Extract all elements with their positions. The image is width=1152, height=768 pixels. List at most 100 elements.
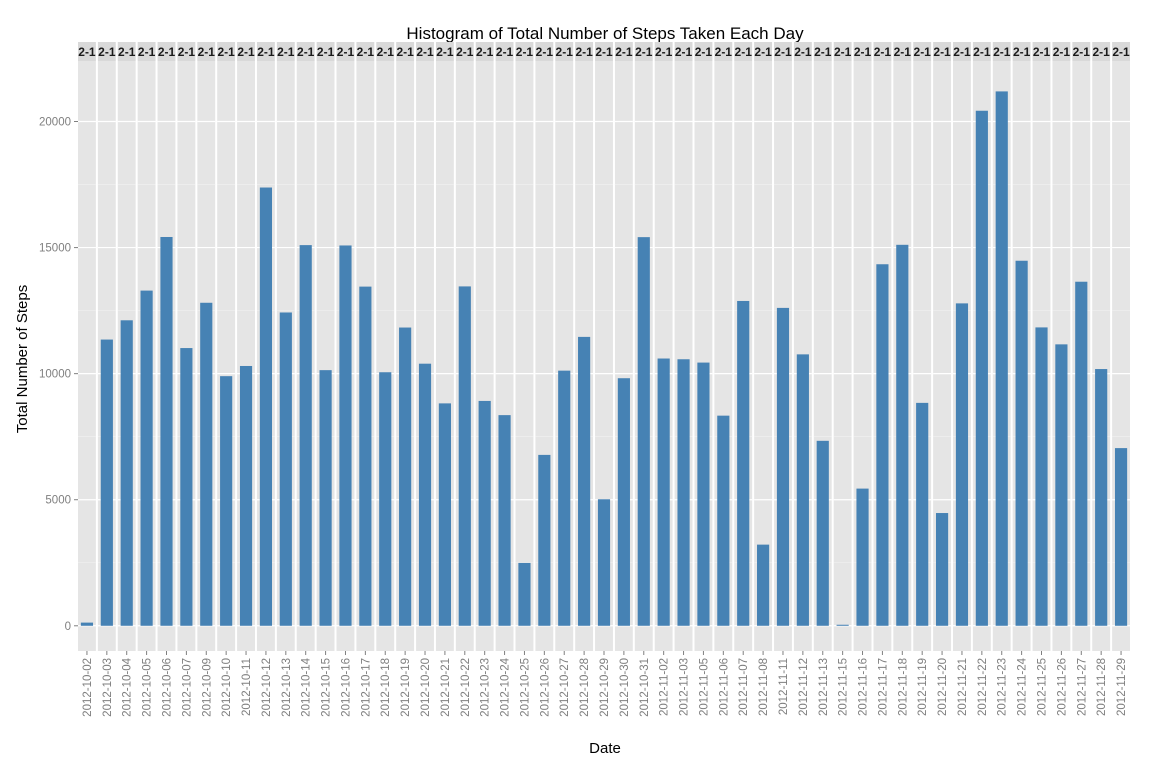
x-tick-label: 2012-10-26 [539, 658, 551, 717]
x-tick-label: 2012-10-17 [360, 658, 372, 717]
y-tick-label: 10000 [39, 369, 71, 381]
bar-2012-10-16 [339, 245, 352, 626]
x-tick-label: 2012-10-23 [480, 658, 492, 717]
facet-strip [475, 42, 494, 61]
facet-strip [515, 42, 534, 61]
facet-strip-label: 2-1 [953, 45, 971, 59]
facet-strip-label: 2-1 [914, 45, 932, 59]
bar-2012-10-29 [597, 499, 611, 626]
bar-2012-10-12 [259, 187, 273, 626]
facet-strip-label: 2-1 [834, 45, 852, 59]
x-tick-label: 2012-11-06 [718, 658, 730, 716]
bar-2012-11-23 [995, 91, 1008, 626]
x-tick-label: 2012-10-02 [82, 658, 94, 717]
facet-strips: 2-1 2-1 2-1 2-1 2-1 2-1 2-1 2-1 2-1 2-1 2-1 2-1 2-1 2… [78, 42, 1130, 61]
x-tick-label: 2012-11-11 [778, 658, 790, 715]
bar-2012-10-04 [120, 320, 133, 626]
x-tick-label: 2012-11-18 [897, 658, 909, 716]
bar-2012-10-17 [359, 286, 372, 626]
x-tick-label: 2012-11-28 [1096, 658, 1108, 716]
facet-strip [1112, 42, 1130, 61]
bar-2012-10-05 [140, 290, 153, 626]
facet-strip [774, 42, 792, 61]
bar-2012-11-12 [796, 354, 809, 626]
bar-2012-10-09 [200, 302, 213, 626]
facet-panel [754, 61, 773, 651]
bar-2012-10-20 [418, 363, 432, 626]
bar-2012-10-26 [538, 454, 551, 626]
facet-strip-label: 2-1 [556, 45, 574, 59]
facet-strip-label: 2-1 [595, 45, 613, 59]
x-tick-label: 2012-11-15 [838, 658, 850, 716]
facet-strip [793, 42, 812, 61]
facet-strip [396, 42, 415, 61]
facet-strip [972, 42, 991, 61]
facet-strip [137, 42, 156, 61]
facet-strip-label: 2-1 [615, 45, 633, 59]
x-tick-label: 2012-11-08 [758, 658, 770, 716]
bars [80, 91, 1128, 626]
facet-strip [177, 42, 196, 61]
x-tick-label: 2012-11-20 [937, 658, 949, 716]
facet-strip-label: 2-1 [416, 45, 434, 59]
facet-strip [316, 42, 335, 61]
bar-2012-10-15 [319, 370, 332, 626]
facet-strip-label: 2-1 [317, 45, 335, 59]
facet-strip-label: 2-1 [973, 45, 991, 59]
x-tick-label: 2012-10-29 [599, 658, 611, 717]
x-tick-label: 2012-10-21 [440, 658, 452, 717]
x-tick-label: 2012-10-18 [380, 658, 392, 717]
facet-strip [595, 42, 613, 61]
facet-panel [515, 61, 534, 651]
facet-strip [694, 42, 713, 61]
bar-2012-10-28 [578, 336, 591, 626]
facet-strip-label: 2-1 [794, 45, 812, 59]
facet-strip-label: 2-1 [1033, 45, 1051, 59]
bar-2012-11-21 [955, 303, 969, 626]
facet-strip-label: 2-1 [1073, 45, 1091, 59]
x-tick-label: 2012-11-23 [997, 658, 1009, 716]
x-tick-label: 2012-11-19 [917, 658, 929, 716]
bar-2012-11-17 [876, 264, 889, 626]
facet-strip [992, 42, 1011, 61]
x-tick-label: 2012-10-31 [639, 658, 651, 717]
bar-2012-11-06 [717, 415, 730, 626]
facet-strip-label: 2-1 [436, 45, 454, 59]
x-tick-label: 2012-10-28 [579, 658, 591, 717]
facet-strip-label: 2-1 [158, 45, 176, 59]
facet-strip [873, 42, 892, 61]
bar-2012-10-03 [100, 339, 113, 626]
x-axis: 2012-10-02 2012-10-03 2012-10-04 2012-10-05… [82, 651, 1128, 717]
bar-2012-10-18 [379, 372, 392, 626]
facet-strip-label: 2-1 [198, 45, 216, 59]
facet-strip-label: 2-1 [575, 45, 593, 59]
bar-2012-10-31 [637, 237, 650, 626]
facet-panel [833, 61, 852, 651]
x-tick-label: 2012-11-24 [1017, 657, 1029, 716]
y-axis: 0 5000 10000 15000 20000 [39, 117, 78, 633]
y-tick-label: 15000 [39, 243, 71, 255]
bar-2012-11-28 [1095, 369, 1108, 626]
facet-strip [1032, 42, 1051, 61]
facet-strip-label: 2-1 [257, 45, 275, 59]
bar-2012-10-21 [438, 403, 451, 626]
facet-strip-label: 2-1 [814, 45, 832, 59]
facet-strip-label: 2-1 [1112, 45, 1130, 59]
bar-2012-10-19 [399, 327, 412, 626]
x-tick-label: 2012-10-12 [261, 658, 273, 717]
facet-strip-label: 2-1 [655, 45, 673, 59]
y-tick-label: 0 [65, 621, 71, 633]
bar-2012-10-22 [458, 286, 471, 626]
facet-strip [237, 42, 255, 61]
bar-2012-11-11 [776, 307, 790, 626]
facet-strip [1052, 42, 1071, 61]
facet-strip-label: 2-1 [993, 45, 1011, 59]
facet-panel [78, 61, 96, 651]
x-tick-label: 2012-10-14 [301, 657, 313, 716]
facet-strip [953, 42, 971, 61]
facet-strip [117, 42, 136, 61]
facet-strip [853, 42, 872, 61]
facet-strip-label: 2-1 [78, 45, 96, 59]
facet-strip-label: 2-1 [138, 45, 156, 59]
facet-strip [495, 42, 514, 61]
